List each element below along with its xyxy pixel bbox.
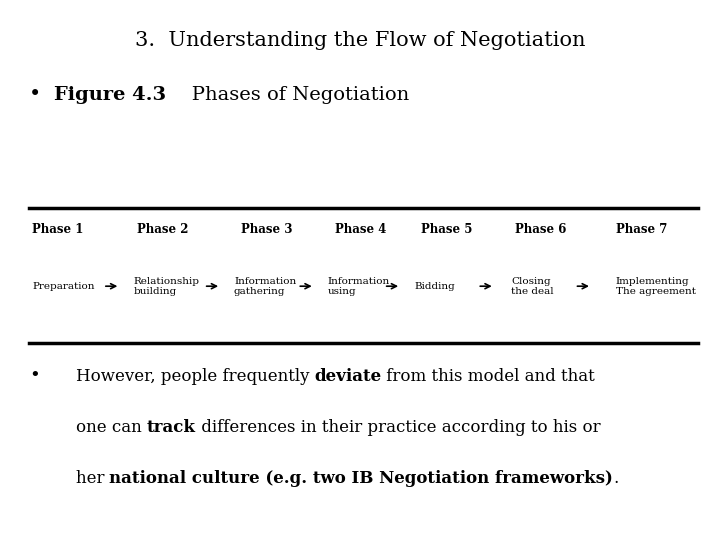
- Text: track: track: [147, 419, 196, 436]
- Text: one can: one can: [76, 419, 147, 436]
- Text: Phase 5: Phase 5: [421, 223, 472, 236]
- Text: However, people frequently: However, people frequently: [76, 368, 315, 384]
- Text: Bidding: Bidding: [414, 282, 455, 291]
- Text: Preparation: Preparation: [32, 282, 95, 291]
- Text: Phase 3: Phase 3: [241, 223, 293, 236]
- Text: Phase 7: Phase 7: [616, 223, 667, 236]
- Text: deviate: deviate: [315, 368, 382, 384]
- Text: Figure 4.3: Figure 4.3: [54, 85, 166, 104]
- Text: Closing
the deal: Closing the deal: [511, 276, 554, 296]
- Text: Implementing
The agreement: Implementing The agreement: [616, 276, 696, 296]
- Text: •: •: [29, 367, 40, 384]
- Text: from this model and that: from this model and that: [382, 368, 595, 384]
- Text: Information
gathering: Information gathering: [234, 276, 296, 296]
- Text: 3.  Understanding the Flow of Negotiation: 3. Understanding the Flow of Negotiation: [135, 31, 585, 50]
- Text: Phase 1: Phase 1: [32, 223, 84, 236]
- Text: •: •: [29, 85, 41, 104]
- Text: Phases of Negotiation: Phases of Negotiation: [174, 85, 410, 104]
- Text: Relationship
building: Relationship building: [133, 276, 199, 296]
- Text: .: .: [613, 470, 618, 487]
- Text: Phase 2: Phase 2: [137, 223, 189, 236]
- Text: differences in their practice according to his or: differences in their practice according …: [196, 419, 600, 436]
- Text: her: her: [76, 470, 109, 487]
- Text: Phase 6: Phase 6: [515, 223, 566, 236]
- Text: Phase 4: Phase 4: [335, 223, 386, 236]
- Text: national culture (e.g. two IB Negotiation frameworks): national culture (e.g. two IB Negotiatio…: [109, 470, 613, 487]
- Text: Information
using: Information using: [328, 276, 390, 296]
